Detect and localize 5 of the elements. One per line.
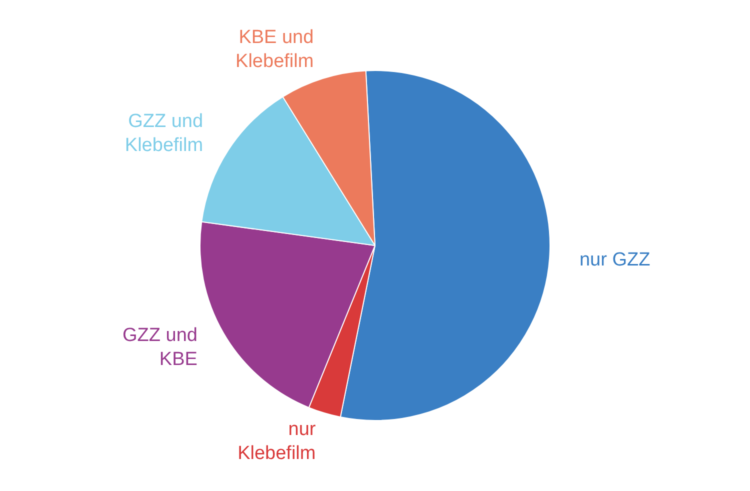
slice-label: GZZ und KBE — [122, 325, 198, 370]
slice-label: nur GZZ — [579, 250, 651, 271]
slice-label: KBE und Klebefilm — [236, 27, 314, 72]
slice-label: GZZ und Klebefilm — [124, 111, 204, 156]
slice-label: nur Klebefilm — [238, 418, 316, 464]
